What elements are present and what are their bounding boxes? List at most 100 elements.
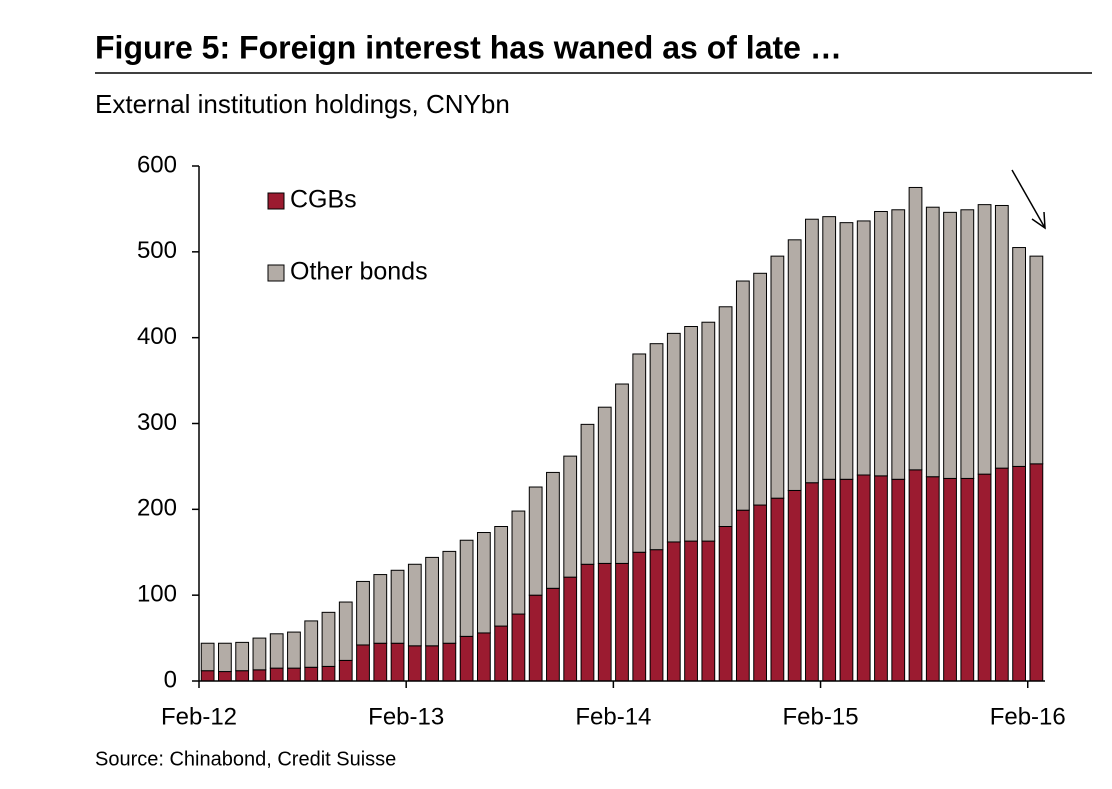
bar-segment [874, 210, 888, 477]
bar-segment [218, 642, 232, 673]
bar-segment [770, 255, 785, 499]
y-tick-label: 0 [164, 666, 177, 693]
bar-segment [373, 574, 388, 644]
bar-segment [822, 478, 837, 682]
bar-segment [442, 642, 457, 682]
bar-segment [701, 321, 716, 542]
bar-segment [805, 482, 819, 682]
bar-segment [200, 642, 215, 672]
bar-segment [1029, 255, 1044, 465]
bar-segment [666, 332, 681, 543]
bar-segment [459, 635, 474, 682]
bar-segment [632, 353, 647, 553]
bar-segment [269, 633, 284, 669]
bar-segment [459, 539, 474, 637]
bar-segment [977, 204, 992, 475]
bar-segment [856, 474, 871, 682]
bar-segment [580, 423, 595, 565]
bar-segment [321, 665, 336, 682]
bar-segment [960, 477, 975, 682]
bar-segment [235, 670, 250, 682]
bar-segment [787, 489, 802, 682]
bar-segment [338, 601, 353, 661]
bar-segment [684, 540, 698, 682]
bar-segment [874, 475, 888, 682]
bar-segment [494, 625, 509, 682]
bar-segment [684, 326, 698, 542]
x-tick-label: Feb-15 [783, 703, 859, 730]
bar-segment [735, 280, 750, 511]
bar-segment [407, 563, 422, 647]
source-note: Source: Chinabond, Credit Suisse [95, 748, 396, 770]
bar-segment [943, 211, 957, 479]
y-tick-label: 400 [137, 323, 177, 350]
bar-segment [753, 272, 768, 506]
x-tick-label: Feb-16 [990, 703, 1066, 730]
bar-segment [753, 504, 768, 682]
bar-segment [908, 186, 923, 471]
bar-segment [269, 667, 284, 682]
bar-segment [476, 632, 491, 682]
bar-segment [304, 666, 319, 682]
x-tick-label: Feb-14 [575, 703, 651, 730]
legend-label: Other bonds [290, 258, 428, 286]
bar-segment [718, 306, 733, 527]
bar-segment [856, 220, 871, 476]
bar-segment [649, 549, 664, 682]
bar-segment [1012, 247, 1026, 467]
bar-segment [718, 526, 733, 682]
bar-segment [597, 562, 612, 682]
bar-segment [304, 620, 319, 668]
legend-swatch [267, 192, 285, 210]
bar-segment [925, 476, 940, 682]
bar-segment [787, 239, 802, 491]
bar-segment [925, 206, 940, 478]
bar-segment [960, 209, 975, 479]
bar-segment [891, 478, 906, 682]
x-tick-label: Feb-12 [161, 703, 237, 730]
bar-segment [252, 669, 267, 682]
bar-segment [476, 532, 491, 634]
bar-segment [287, 667, 301, 682]
bar-segment [200, 670, 215, 682]
bar-segment [977, 473, 992, 682]
legend-label: CGBs [290, 186, 357, 214]
bar-segment [546, 587, 560, 682]
bar-segment [442, 550, 457, 644]
bar-segment [494, 526, 509, 627]
chart-subtitle: External institution holdings, CNYbn [95, 89, 510, 119]
bar-segment [321, 611, 336, 667]
bar-segment [252, 637, 267, 671]
bar-segment [615, 562, 629, 682]
bar-segment [528, 486, 543, 596]
bar-segment [666, 541, 681, 682]
bar-segment [546, 471, 560, 589]
bar-segment [390, 569, 405, 644]
y-tick-label: 600 [137, 151, 177, 178]
bar-segment [528, 594, 543, 682]
bar-segment [425, 645, 439, 682]
bar-segment [356, 644, 370, 682]
bar-segment [770, 497, 785, 682]
bar-segment [218, 671, 232, 682]
bar-segment [839, 478, 854, 682]
bar-segment [338, 659, 353, 682]
bar-segment [563, 576, 578, 682]
bar-segment [407, 645, 422, 682]
bar-segment [805, 218, 819, 484]
bar-segment [287, 631, 301, 669]
bar-segment [943, 477, 957, 682]
bar-segment [649, 343, 664, 551]
y-tick-label: 100 [137, 581, 177, 608]
y-tick-label: 200 [137, 495, 177, 522]
bar-segment [235, 641, 250, 672]
bar-segment [511, 510, 526, 615]
bar-segment [425, 556, 439, 647]
bar-segment [1029, 463, 1044, 682]
bar-segment [839, 222, 854, 480]
arrow-annotation [1011, 169, 1046, 230]
bar-segment [511, 613, 526, 682]
bar-segment [994, 467, 1009, 682]
bar-segment [701, 540, 716, 682]
bar-segment [908, 469, 923, 682]
